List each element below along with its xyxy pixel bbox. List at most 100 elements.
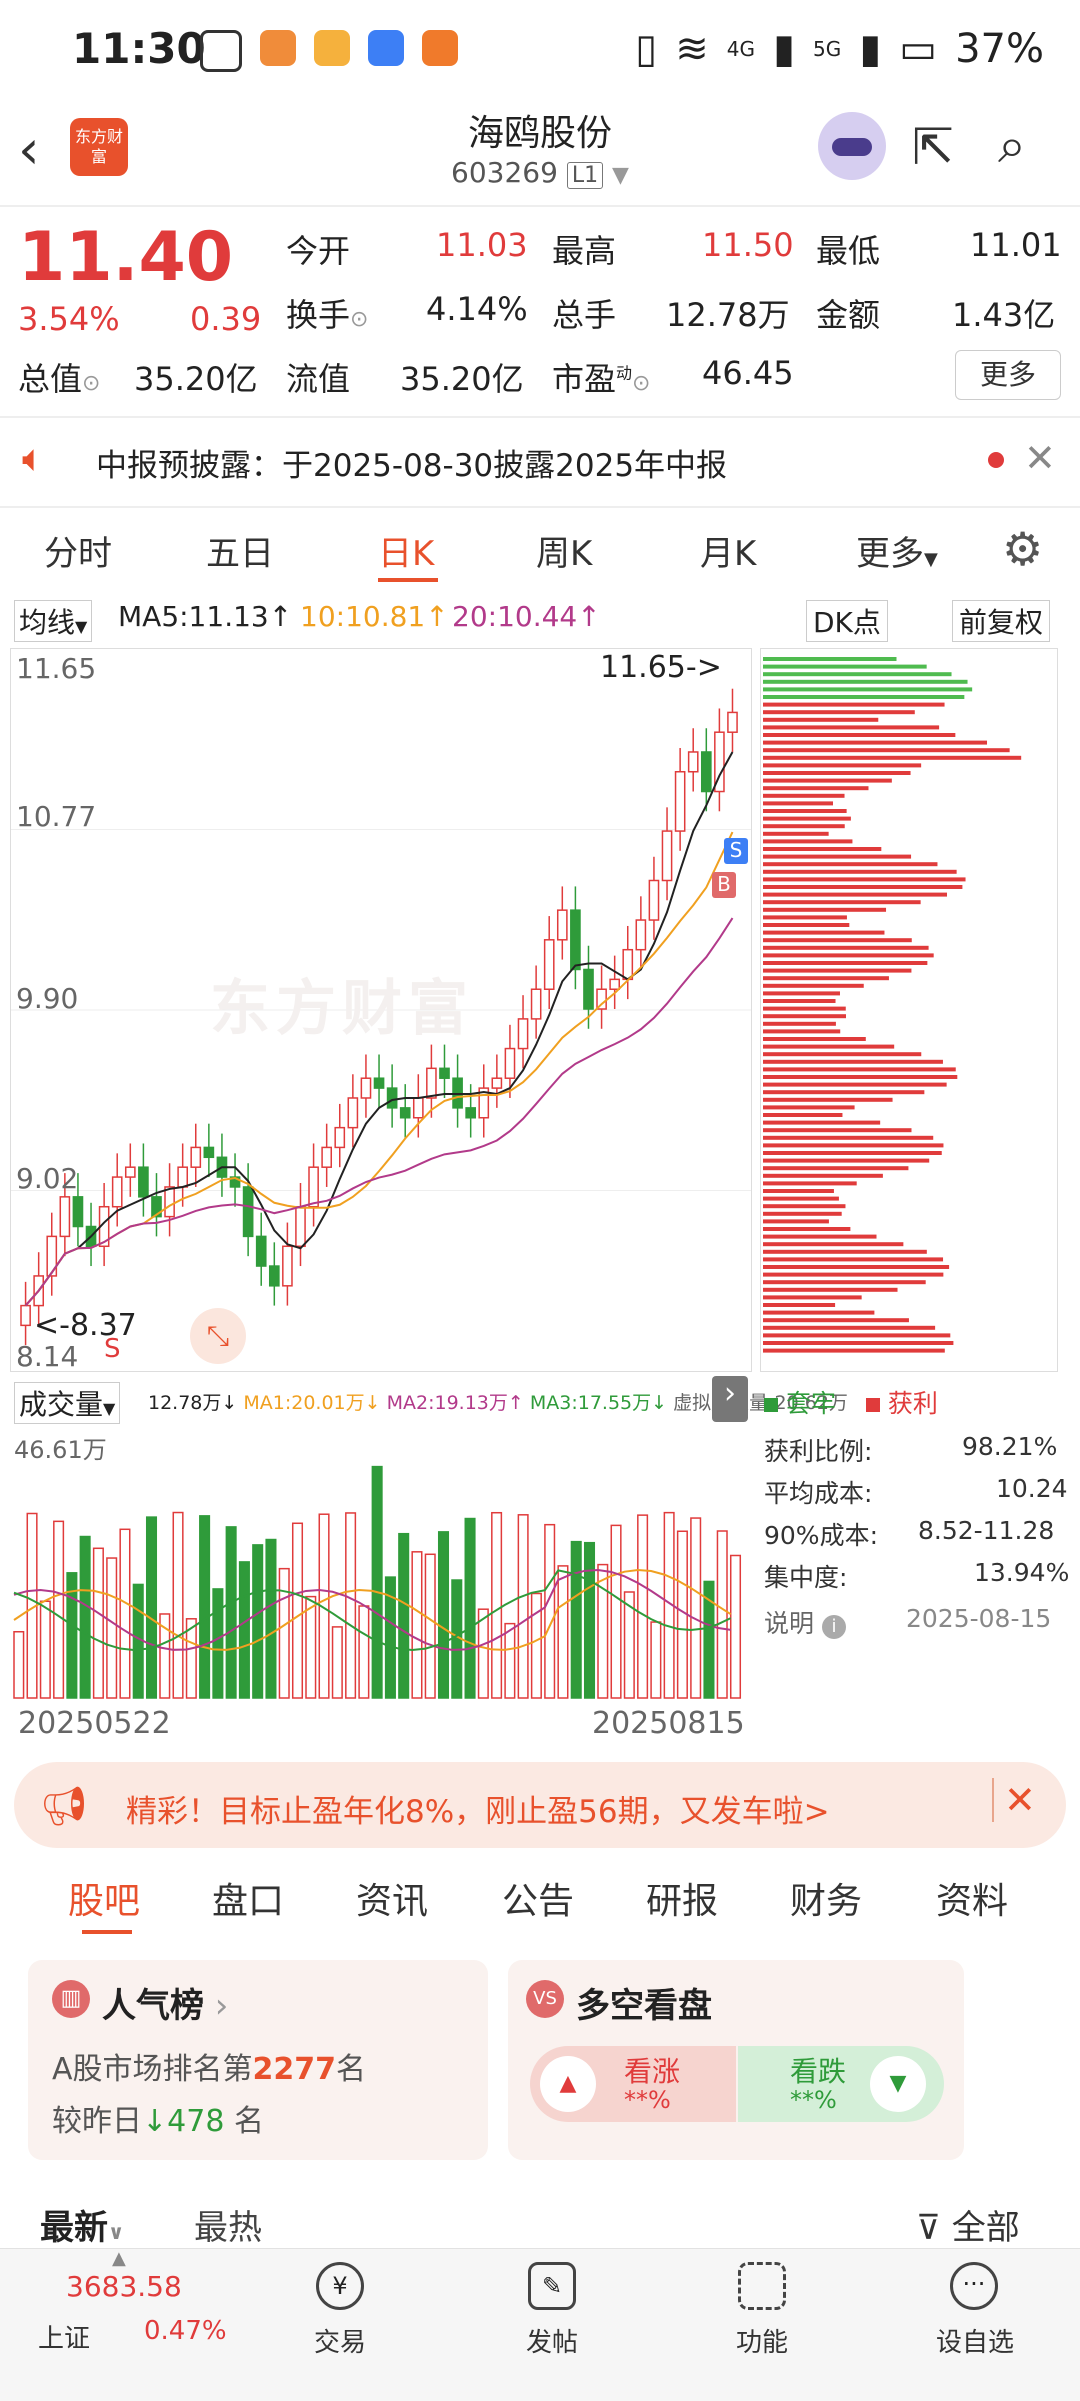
candle [72,1196,84,1228]
post-icon[interactable]: ✎ [528,2262,576,2310]
tab-news[interactable]: 资讯 [356,1881,429,1922]
tab-profile[interactable]: 资料 [936,1881,1009,1922]
more-quote-button[interactable]: 更多 [955,350,1061,400]
volume-bar [39,1600,51,1699]
chevron-down-icon[interactable]: ▼ [612,163,629,188]
nav-watchlist[interactable]: 设自选 [936,2328,1015,2358]
current-price: 11.40 [18,218,234,297]
divider [0,506,1080,508]
chip-bar [763,1006,846,1011]
sell-badge[interactable]: S [724,838,748,864]
chevron-right-icon[interactable]: › [712,1376,748,1422]
close-icon[interactable]: ✕ [1004,1778,1036,1822]
chip-bar [763,831,829,836]
grid-icon[interactable] [738,2262,786,2310]
chip-bar [763,1082,947,1087]
volume-bar [252,1544,264,1699]
info-icon[interactable]: ⊙ [350,307,369,332]
volume-bar [265,1538,277,1699]
adjust-button[interactable]: 前复权 [952,600,1051,642]
nav-trade[interactable]: 交易 [314,2328,367,2358]
chip-bar [763,1333,951,1338]
tab-intraday[interactable]: 分时 [44,534,112,574]
bullish-label: 看涨 [624,2055,681,2088]
volume-bar [464,1517,476,1699]
nav-post[interactable]: 发帖 [526,2328,579,2358]
back-icon[interactable]: ‹ [18,118,40,181]
chip-bar [763,1151,942,1155]
promo-text[interactable]: 精彩！目标止盈年化8%，刚止盈56期，又发车啦> [126,1794,830,1830]
volume-svg [13,1465,742,1699]
tab-research[interactable]: 研报 [646,1881,719,1922]
index-value[interactable]: 3683.58 [66,2270,182,2303]
chip-bar [763,907,887,912]
volume-value: 12.78万 [666,296,790,334]
volume-bar [106,1557,118,1699]
profit-ratio-value: 98.21% [962,1432,1058,1461]
tab-finance[interactable]: 财务 [790,1881,863,1922]
info-icon[interactable]: ⊙ [632,371,651,396]
bearish-label: 看跌 [790,2055,847,2088]
candle [203,1146,215,1159]
chip-bar [763,885,963,889]
assistant-avatar[interactable] [818,112,886,180]
tab-pankou[interactable]: 盘口 [212,1881,285,1922]
indicator-selector[interactable]: 均线▼ [14,600,93,642]
tab-daily-k[interactable]: 日K [378,534,435,574]
tab-more[interactable]: 更多▼ [856,534,938,574]
feed-tab-latest[interactable]: 最新∨ [40,2208,125,2248]
chevron-down-icon: ▼ [75,617,88,636]
volume-bar [491,1511,503,1699]
promo-banner[interactable] [14,1762,1066,1848]
volume-bar [358,1605,370,1699]
chip-bar [763,968,912,973]
level-badge: L1 [566,162,604,189]
volume-selector[interactable]: 成交量▼ [14,1382,121,1424]
y-label: 9.90 [16,982,79,1015]
tab-announcements[interactable]: 公告 [502,1881,575,1922]
app-logo[interactable]: 东方财富 [70,118,128,176]
search-icon[interactable]: ⌕ [998,116,1026,174]
chip-bar [763,664,927,669]
chip-bar [763,1287,898,1292]
volume-chart [10,1420,750,1702]
nav-functions[interactable]: 功能 [736,2328,789,2358]
chip-note[interactable]: 说明 i [764,1604,846,1640]
chip-bar [763,976,889,981]
settings-gear-icon[interactable]: ⚙ [1002,522,1044,576]
share-icon[interactable]: ⇱ [912,118,954,176]
avg-cost-label: 平均成本: [764,1479,873,1508]
chip-bar [763,839,853,844]
expand-icon[interactable]: ⤡ [190,1308,246,1364]
feed-tab-hot[interactable]: 最热 [194,2208,262,2248]
y-label: 10.77 [16,800,97,833]
chip-bar [763,1219,829,1224]
popularity-delta: 较昨日↓478 名 [52,2104,264,2139]
feed-filter[interactable]: ⊽ 全部 [916,2208,1020,2248]
app-notification-icon [314,30,350,66]
candle [556,909,568,941]
tab-guba[interactable]: 股吧 [68,1881,141,1922]
index-name[interactable]: 上证 [38,2324,91,2354]
buy-badge[interactable]: B [712,872,736,898]
arrow-down-icon: ↓ [142,2104,168,2139]
more-icon[interactable]: ··· [950,2262,998,2310]
network-4g-label: 4G [726,37,756,61]
turnover-value: 4.14% [426,290,528,328]
chip-bar [763,1090,925,1095]
chip-bar [763,869,957,874]
tab-five-day[interactable]: 五日 [206,534,274,574]
candle [583,968,594,1010]
popularity-card[interactable] [28,1960,488,2160]
kline-chart[interactable] [10,648,752,1372]
high-marker: 11.65-> [600,650,722,685]
tab-monthly-k[interactable]: 月K [700,534,757,574]
notice-text[interactable]: 中报预披露：于2025-08-30披露2025年中报 [96,448,728,484]
tab-weekly-k[interactable]: 周K [536,534,593,574]
info-icon[interactable]: ⊙ [82,371,101,396]
popularity-title: 人气榜 › [102,1986,229,2026]
dk-point-button[interactable]: DK点 [806,600,888,642]
chip-bar [763,930,885,935]
trade-icon[interactable]: ¥ [316,2262,364,2310]
close-icon[interactable]: ✕ [1024,436,1056,480]
